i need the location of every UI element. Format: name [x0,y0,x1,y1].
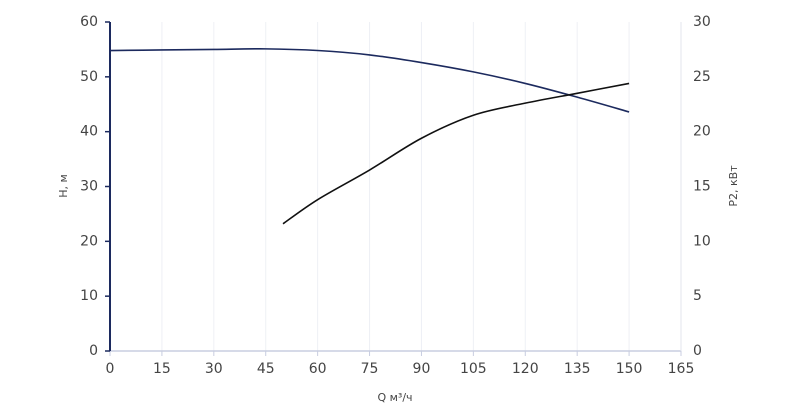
x-tick-label: 105 [460,361,487,377]
y-tick-label: 0 [89,343,98,359]
y-axis-title: H, м [57,174,70,198]
x-tick-label: 30 [205,361,223,377]
y2-tick-label: 10 [693,233,711,249]
x-tick-label: 120 [512,361,539,377]
x-tick-label: 60 [309,361,327,377]
x-tick-label: 150 [616,361,643,377]
series-line [109,48,630,113]
y2-tick-label: 15 [693,179,711,195]
y2-tick-label: 0 [693,343,702,359]
y2-tick-label: 5 [693,288,702,304]
y2-tick-label: 30 [693,14,711,30]
x-tick-label: 15 [153,361,171,377]
y2-axis-title: P2, кВт [727,165,740,207]
y2-tick-label: 20 [693,124,711,140]
y-tick-label: 50 [80,69,98,85]
x-tick-label: 75 [361,361,379,377]
y-tick-label: 10 [80,288,98,304]
x-tick-label: 135 [564,361,591,377]
y2-tick-label: 25 [693,69,711,85]
x-tick-label: 0 [106,361,115,377]
x-tick-label: 90 [413,361,431,377]
x-tick-label: 45 [257,361,275,377]
x-tick-label: 165 [668,361,695,377]
y-tick-label: 30 [80,179,98,195]
series-line [282,82,630,225]
y-tick-label: 60 [80,14,98,30]
y-tick-label: 20 [80,233,98,249]
x-axis-title: Q м³/ч [377,391,412,404]
y-tick-label: 40 [80,124,98,140]
